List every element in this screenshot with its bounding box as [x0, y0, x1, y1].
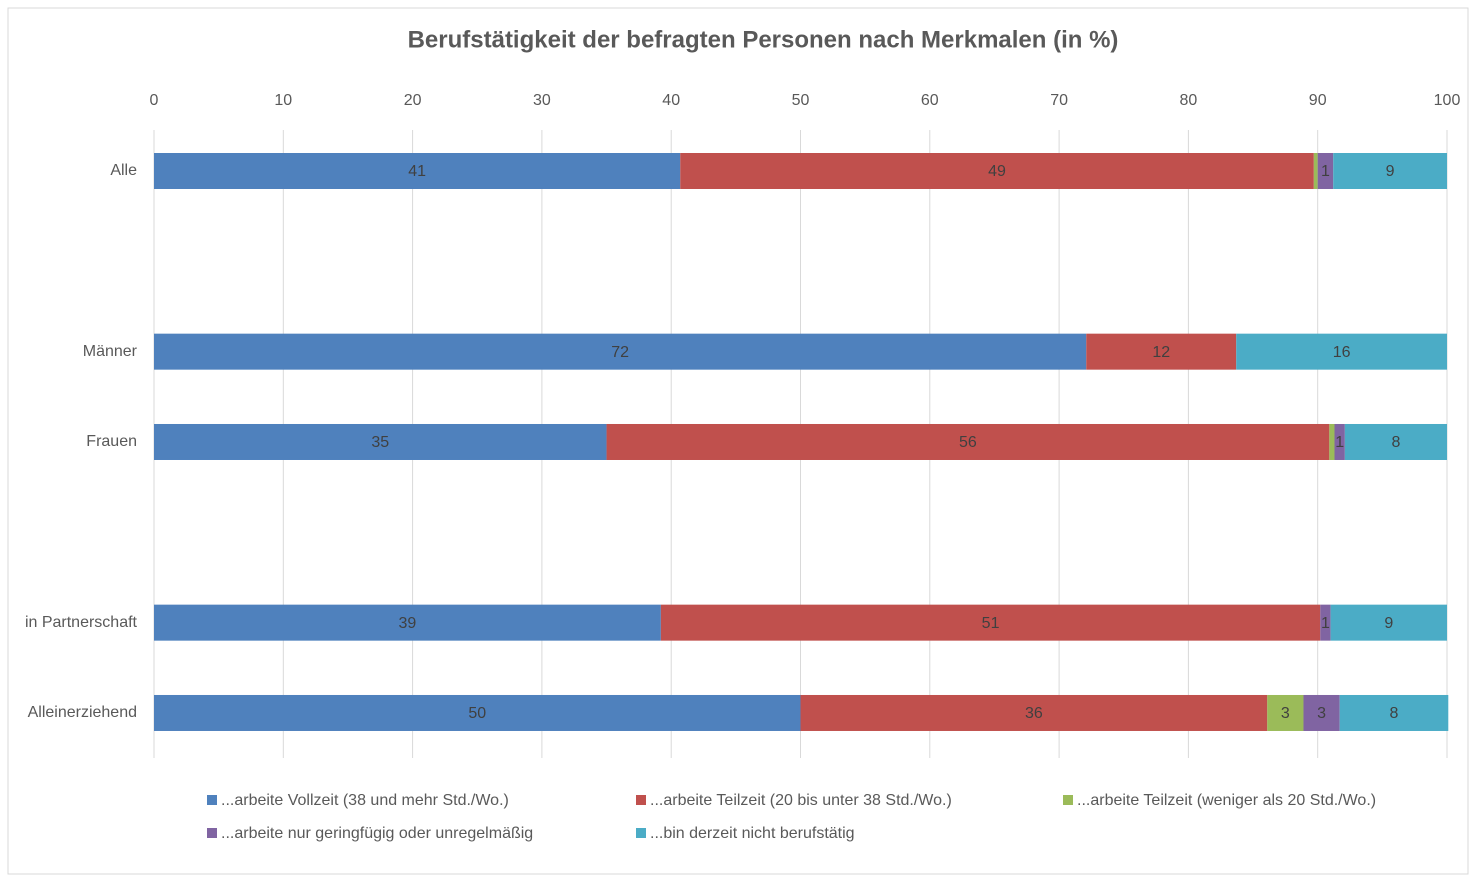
- x-tick-label: 40: [662, 92, 680, 109]
- bar-segment: [606, 423, 1330, 460]
- bar-segment: [1086, 333, 1237, 370]
- bar-segment: [154, 694, 801, 731]
- data-label: 8: [1391, 434, 1400, 451]
- legend-label: ...bin derzeit nicht berufstätig: [650, 825, 855, 842]
- data-label: 9: [1384, 615, 1393, 632]
- x-tick-label: 90: [1309, 92, 1327, 109]
- data-label: 41: [408, 163, 426, 180]
- x-tick-label: 80: [1180, 92, 1198, 109]
- data-label: 72: [611, 344, 629, 361]
- bar-segment: [1317, 153, 1334, 189]
- bar-segment: [1339, 694, 1449, 731]
- bar-segment: [1303, 694, 1340, 731]
- legend-label: ...arbeite Teilzeit (20 bis unter 38 Std…: [650, 792, 952, 809]
- bar-segment: [1333, 153, 1447, 189]
- legend-label: ...arbeite Teilzeit (weniger als 20 Std.…: [1077, 792, 1376, 809]
- bar-segment: [1313, 153, 1318, 189]
- bar-segment: [154, 333, 1087, 370]
- bar-segment: [660, 604, 1321, 641]
- data-label: 1: [1335, 434, 1344, 451]
- data-label: 49: [988, 163, 1006, 180]
- bar-segment: [1320, 604, 1331, 641]
- bar-segment: [680, 153, 1314, 189]
- data-label: 1: [1321, 163, 1330, 180]
- data-label: 36: [1025, 705, 1043, 722]
- y-tick-label: in Partnerschaft: [25, 614, 138, 631]
- legend-label: ...arbeite nur geringfügig oder unregelm…: [221, 825, 533, 842]
- data-label: 3: [1317, 705, 1326, 722]
- data-label: 12: [1152, 344, 1170, 361]
- bar-segment: [154, 153, 681, 189]
- bar-segment: [1236, 333, 1447, 370]
- legend-swatch: [636, 828, 646, 838]
- x-tick-label: 70: [1050, 92, 1068, 109]
- data-label: 39: [399, 615, 417, 632]
- y-tick-label: Alleinerziehend: [28, 704, 137, 721]
- legend-swatch: [636, 795, 646, 805]
- legend-swatch: [207, 828, 217, 838]
- legend-label: ...arbeite Vollzeit (38 und mehr Std./Wo…: [221, 792, 509, 809]
- bar-segment: [154, 604, 661, 641]
- bar-segment: [1344, 423, 1447, 460]
- legend-swatch: [1063, 795, 1073, 805]
- y-tick-label: Männer: [83, 343, 138, 360]
- chart-title: Berufstätigkeit der befragten Personen n…: [408, 26, 1119, 53]
- x-tick-label: 20: [404, 92, 422, 109]
- data-label: 3: [1281, 705, 1290, 722]
- x-tick-label: 50: [792, 92, 810, 109]
- data-label: 51: [982, 615, 1000, 632]
- data-label: 56: [959, 434, 977, 451]
- data-label: 1: [1321, 615, 1330, 632]
- data-label: 9: [1386, 163, 1395, 180]
- data-label: 8: [1390, 705, 1399, 722]
- bar-segment: [154, 423, 607, 460]
- y-tick-label: Alle: [110, 162, 137, 179]
- x-tick-label: 100: [1434, 92, 1461, 109]
- x-tick-label: 0: [150, 92, 159, 109]
- x-tick-label: 10: [274, 92, 292, 109]
- bar-segment: [1330, 604, 1447, 641]
- data-label: 35: [371, 434, 389, 451]
- x-tick-label: 30: [533, 92, 551, 109]
- bar-segment: [800, 694, 1268, 731]
- data-label: 16: [1333, 344, 1351, 361]
- bar-segment: [1334, 423, 1345, 460]
- y-tick-label: Frauen: [86, 433, 137, 450]
- data-label: 50: [468, 705, 486, 722]
- bar-segment: [1329, 423, 1335, 460]
- x-tick-label: 60: [921, 92, 939, 109]
- bar-segment: [1267, 694, 1304, 731]
- legend-swatch: [207, 795, 217, 805]
